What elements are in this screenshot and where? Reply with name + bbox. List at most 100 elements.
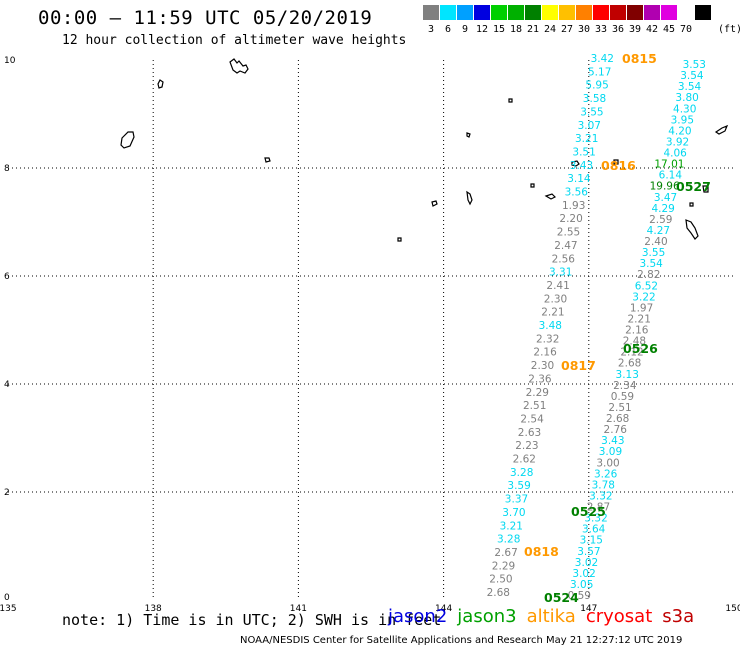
wave-height-a: 4.29	[651, 203, 674, 215]
wave-height-a: 3.53	[683, 59, 706, 71]
wave-height-b: 3.42	[591, 53, 614, 65]
color-bin-label: 21	[526, 24, 540, 35]
color-bin-12	[627, 5, 643, 20]
wave-height-b: 2.68	[487, 587, 510, 599]
longitude-tick-label: 141	[290, 604, 307, 614]
color-bin-label: 27	[560, 24, 574, 35]
island-outline	[530, 183, 535, 188]
wave-height-a: 2.82	[637, 269, 660, 281]
wave-height-b: 2.21	[541, 307, 564, 319]
wave-height-a: 2.51	[608, 402, 631, 414]
wave-height-b: 2.54	[520, 413, 544, 425]
wave-height-a: 3.13	[616, 369, 639, 381]
island-outline	[229, 58, 249, 74]
color-bin-4	[491, 5, 507, 20]
wave-height-a: 2.21	[628, 313, 651, 325]
wave-height-a: 3.64	[582, 524, 606, 536]
wave-height-a: 3.05	[570, 579, 593, 591]
color-bin-14	[661, 5, 677, 20]
wave-height-a: 2.76	[604, 424, 628, 436]
wave-height-a: 2.59	[649, 214, 672, 226]
wave-height-b: 3.37	[505, 494, 528, 506]
latitude-tick-label: 6	[4, 272, 10, 282]
wave-height-a: 4.30	[673, 103, 696, 115]
latitude-tick-label: 10	[4, 56, 16, 66]
wave-height-b: 3.59	[507, 480, 530, 492]
wave-height-a: 0.59	[611, 391, 634, 403]
wave-height-a: 3.32	[589, 490, 612, 502]
wave-height-a: 2.34	[613, 380, 637, 392]
longitude-tick-label: 144	[435, 604, 452, 614]
color-bin-16	[695, 5, 711, 20]
land-outlines	[120, 58, 729, 242]
wave-height-a: 3.80	[675, 92, 698, 104]
track-time-label: 0526	[623, 341, 658, 356]
footnote: note: 1) Time is in UTC; 2) SWH is in fe…	[62, 611, 442, 629]
wave-height-b: 3.07	[578, 120, 601, 132]
color-bin-1	[440, 5, 456, 20]
chart-subtitle: 12 hour collection of altimeter wave hei…	[62, 33, 407, 48]
island-outline	[431, 200, 438, 207]
wave-height-a: 4.20	[668, 125, 691, 137]
wave-height-a: 2.40	[644, 236, 667, 248]
color-bin-label: 6	[444, 24, 452, 35]
wave-height-b: 5.95	[585, 80, 608, 92]
color-bin-label: 42	[645, 24, 659, 35]
track-time-label: 0527	[676, 179, 711, 194]
wave-height-b: 2.23	[515, 440, 538, 452]
track-time-label: 0816	[601, 158, 636, 173]
color-bin-11	[610, 5, 626, 20]
wave-height-a: 3.43	[601, 435, 624, 447]
island-outline	[613, 159, 619, 165]
wave-height-b: 3.56	[565, 187, 589, 199]
color-bin-7	[542, 5, 558, 20]
wave-height-a: 3.55	[642, 247, 665, 259]
color-bin-8	[559, 5, 575, 20]
wave-height-a: 3.02	[572, 568, 595, 580]
legend-item-altika: altika	[526, 606, 576, 627]
color-bin-13	[644, 5, 660, 20]
legend-item-jason2: jason2	[388, 606, 448, 627]
wave-height-a: 3.02	[575, 557, 598, 569]
wave-height-b: 3.70	[502, 507, 525, 519]
color-bin-9	[576, 5, 592, 20]
color-bin-label: 33	[594, 24, 608, 35]
island-outline	[685, 219, 699, 240]
longitude-tick-label: 150	[725, 604, 740, 614]
legend-item-jason3: jason3	[457, 606, 517, 627]
latitude-tick-label: 4	[4, 380, 10, 390]
island-outline	[571, 160, 580, 167]
wave-height-a: 3.57	[577, 546, 600, 558]
wave-height-b: 3.28	[510, 467, 533, 479]
track-time-label: 0525	[571, 504, 606, 519]
wave-height-a: 6.14	[659, 170, 683, 182]
color-bin-label: 70	[679, 24, 693, 35]
wave-height-b: 2.47	[554, 240, 577, 252]
longitude-tick-label: 147	[580, 604, 597, 614]
wave-height-b: 2.62	[513, 454, 536, 466]
color-bin-label: 9	[461, 24, 469, 35]
wave-height-b: 3.51	[572, 146, 595, 158]
wave-height-a: 2.48	[623, 336, 646, 348]
wave-height-b: 2.16	[533, 347, 557, 359]
island-outline	[466, 190, 473, 206]
color-bin-6	[525, 5, 541, 20]
island-outline	[689, 202, 694, 207]
wave-height-b: 2.56	[552, 253, 576, 265]
track-time-label: 0817	[561, 358, 596, 373]
color-bin-label: 36	[611, 24, 625, 35]
wave-height-a: 3.15	[580, 535, 603, 547]
wave-height-b: 1.93	[562, 200, 585, 212]
longitude-tick-label: 138	[145, 604, 162, 614]
wave-height-b: 3.31	[549, 267, 572, 279]
wave-height-b: 2.32	[536, 333, 559, 345]
wave-height-b: 2.63	[518, 427, 541, 439]
wave-height-b: 2.20	[559, 213, 582, 225]
color-bin-label: 45	[662, 24, 676, 35]
longitude-tick-label: 135	[0, 604, 17, 614]
chart-title: 00:00 – 11:59 UTC 05/20/2019	[38, 7, 373, 29]
island-outline	[264, 157, 271, 163]
wave-height-b: 2.30	[531, 360, 554, 372]
wave-height-a: 3.54	[680, 70, 704, 82]
